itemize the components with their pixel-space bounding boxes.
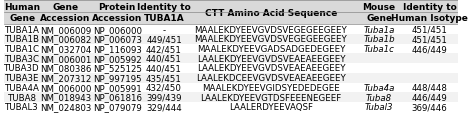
FancyBboxPatch shape — [143, 1, 185, 25]
Text: NP_006073: NP_006073 — [93, 35, 142, 44]
FancyBboxPatch shape — [4, 54, 458, 64]
FancyBboxPatch shape — [4, 35, 458, 44]
Text: NM_006082: NM_006082 — [40, 35, 91, 44]
Text: MAALEKDYEEVGIDSYEDEDEGEE: MAALEKDYEEVGIDSYEDEDEGEE — [202, 83, 340, 92]
Text: Tuba1c: Tuba1c — [364, 45, 394, 54]
Text: 446/449: 446/449 — [411, 45, 447, 54]
Text: 449/451: 449/451 — [146, 35, 182, 44]
Text: NP_116093: NP_116093 — [93, 45, 142, 54]
Text: LAALERDYEEVAQSF: LAALERDYEEVAQSF — [229, 102, 313, 111]
FancyBboxPatch shape — [91, 1, 143, 25]
Text: Gene
Accession: Gene Accession — [40, 3, 91, 23]
Text: NM_006009: NM_006009 — [40, 25, 91, 34]
FancyBboxPatch shape — [185, 1, 357, 25]
FancyBboxPatch shape — [4, 73, 458, 83]
Text: MAALEKDYEEVGVDSVEGEGEEGEEY: MAALEKDYEEVGVDSVEGEGEEGEEY — [194, 25, 347, 34]
Text: TUBA3E: TUBA3E — [5, 74, 39, 82]
Text: TUBA1B: TUBA1B — [5, 35, 40, 44]
Text: NM_024803: NM_024803 — [40, 102, 91, 111]
Text: Identity to
TUBA1A: Identity to TUBA1A — [137, 3, 191, 23]
Text: TUBA1A: TUBA1A — [5, 25, 39, 34]
Text: NM_006000: NM_006000 — [40, 83, 91, 92]
Text: 399/439: 399/439 — [146, 93, 182, 102]
FancyBboxPatch shape — [4, 64, 458, 73]
Text: MAALEKDYEEVGVDSVEGEGEEGEEY: MAALEKDYEEVGVDSVEGEGEEGEEY — [194, 35, 347, 44]
Text: TUBA8: TUBA8 — [8, 93, 36, 102]
Text: NP_005992: NP_005992 — [93, 54, 142, 63]
Text: CTT Amino Acid Sequence: CTT Amino Acid Sequence — [205, 8, 337, 17]
Text: NM_207312: NM_207312 — [40, 74, 91, 82]
Text: Identity to
Human Isotype: Identity to Human Isotype — [391, 3, 468, 23]
Text: Mouse
Gene: Mouse Gene — [363, 3, 396, 23]
Text: TUBA1C: TUBA1C — [5, 45, 40, 54]
Text: 451/451: 451/451 — [411, 25, 447, 34]
Text: -: - — [163, 25, 165, 34]
Text: 329/444: 329/444 — [146, 102, 182, 111]
FancyBboxPatch shape — [40, 1, 91, 25]
Text: Tuba8: Tuba8 — [366, 93, 392, 102]
Text: Human
Gene: Human Gene — [4, 3, 40, 23]
Text: 435/451: 435/451 — [146, 74, 182, 82]
Text: TUBA3D: TUBA3D — [4, 64, 40, 73]
Text: LAALEKDYEEVGTDSFEEENEGEEF: LAALEKDYEEVGTDSFEEENEGEEF — [201, 93, 342, 102]
Text: 451/451: 451/451 — [411, 35, 447, 44]
Text: LAALEKDYEEVGVDSVEAEAEEGEEY: LAALEKDYEEVGVDSVEAEAEEGEEY — [197, 64, 345, 73]
Text: 442/451: 442/451 — [146, 45, 182, 54]
Text: 448/448: 448/448 — [411, 83, 447, 92]
Text: TUBA4A: TUBA4A — [5, 83, 39, 92]
Text: 432/450: 432/450 — [146, 83, 182, 92]
Text: 369/446: 369/446 — [411, 102, 447, 111]
Text: LAALEKDYEEVGVDSVEAEAEEGEEY: LAALEKDYEEVGVDSVEAEAEEGEEY — [197, 54, 345, 63]
Text: 440/451: 440/451 — [146, 54, 182, 63]
Text: NM_006001: NM_006001 — [40, 54, 91, 63]
Text: Protein
Accession: Protein Accession — [92, 3, 143, 23]
Text: 446/449: 446/449 — [411, 93, 447, 102]
Text: Tubal3: Tubal3 — [365, 102, 393, 111]
Text: NP_061816: NP_061816 — [93, 93, 142, 102]
Text: Tuba1b: Tuba1b — [363, 35, 395, 44]
Text: NP_079079: NP_079079 — [93, 102, 142, 111]
FancyBboxPatch shape — [4, 1, 40, 25]
Text: LAALEKDCEEVGVDSVEAEAEEGEEY: LAALEKDCEEVGVDSVEAEAEEGEEY — [196, 74, 346, 82]
FancyBboxPatch shape — [4, 44, 458, 54]
Text: NP_006000: NP_006000 — [93, 25, 142, 34]
FancyBboxPatch shape — [4, 25, 458, 35]
FancyBboxPatch shape — [4, 102, 458, 112]
Text: Tuba4a: Tuba4a — [364, 83, 395, 92]
FancyBboxPatch shape — [4, 92, 458, 102]
Text: NM_080386: NM_080386 — [40, 64, 91, 73]
Text: Tuba1a: Tuba1a — [364, 25, 395, 34]
Text: NP_525125: NP_525125 — [93, 64, 142, 73]
FancyBboxPatch shape — [357, 1, 401, 25]
Text: 440/451: 440/451 — [146, 64, 182, 73]
Text: NP_005991: NP_005991 — [93, 83, 142, 92]
Text: TUBAL3: TUBAL3 — [5, 102, 39, 111]
Text: NM_032704: NM_032704 — [40, 45, 91, 54]
Text: MAALEKDYEEVGADSADGEDEGEEY: MAALEKDYEEVGADSADGEDEGEEY — [197, 45, 345, 54]
Text: NP_997195: NP_997195 — [93, 74, 142, 82]
FancyBboxPatch shape — [401, 1, 458, 25]
FancyBboxPatch shape — [4, 83, 458, 92]
Text: NM_018943: NM_018943 — [40, 93, 91, 102]
Text: TUBA3C: TUBA3C — [5, 54, 40, 63]
